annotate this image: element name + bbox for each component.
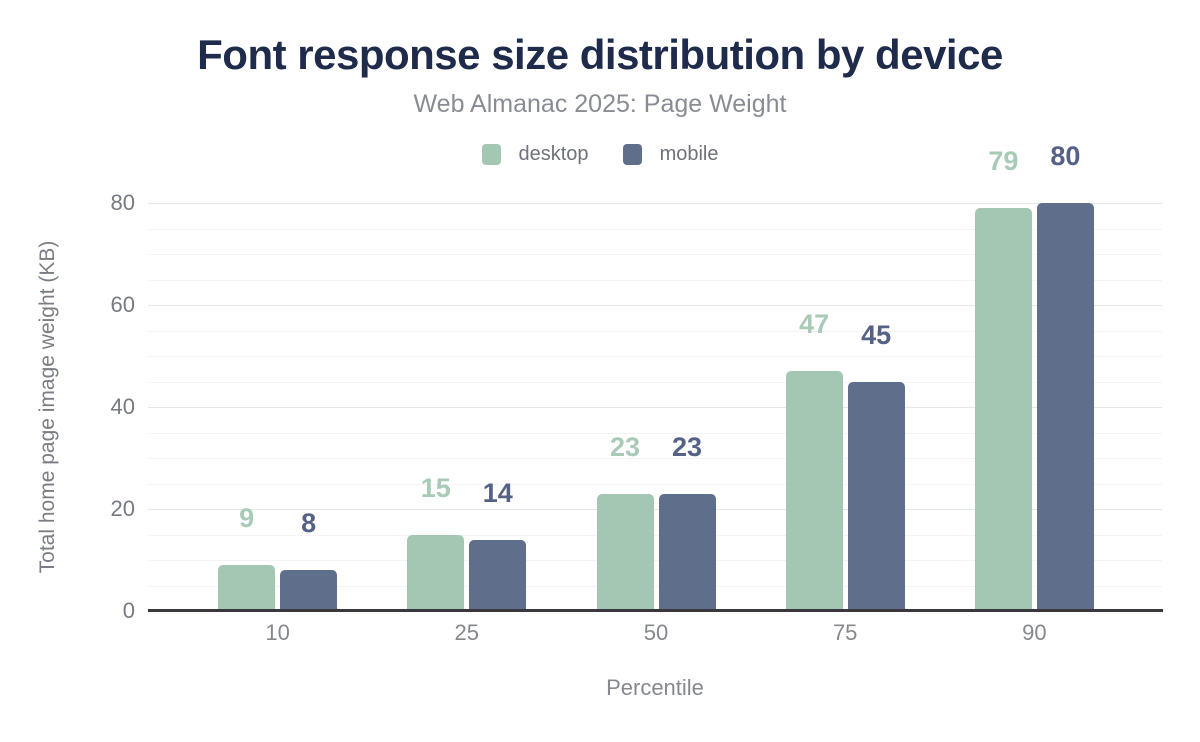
- gridline-minor-5: [148, 585, 1162, 587]
- bar-desktop-p75[interactable]: [785, 371, 843, 611]
- legend-label-desktop: desktop: [518, 142, 589, 165]
- y-tick-0: 0: [122, 598, 135, 623]
- x-tick-50: 50: [643, 620, 669, 645]
- bar-mobile-p25[interactable]: [469, 539, 527, 611]
- gridline-minor-30: [148, 458, 1162, 459]
- bar-desktop-p10[interactable]: [218, 565, 276, 611]
- gridline-major-80: [148, 203, 1162, 204]
- legend-label-mobile: mobile: [659, 142, 719, 165]
- gridline-major-40: [148, 407, 1162, 408]
- bar-label-desktop-p75: 47: [799, 309, 830, 340]
- bar-label-mobile-p25: 14: [482, 477, 513, 508]
- gridline-minor-65: [148, 279, 1162, 281]
- gridline-minor-75: [148, 228, 1162, 230]
- gridline-minor-45: [148, 381, 1162, 383]
- y-tick-80: 80: [110, 190, 135, 215]
- bar-desktop-p90[interactable]: [974, 208, 1032, 611]
- x-tick-90: 90: [1022, 620, 1047, 645]
- bar-mobile-p75[interactable]: [847, 381, 905, 611]
- chart-title: Font response size distribution by devic…: [197, 31, 1003, 78]
- y-tick-60: 60: [110, 292, 135, 317]
- legend-item-desktop[interactable]: desktop: [481, 142, 589, 166]
- gridline-minor-35: [148, 432, 1162, 434]
- bar-label-desktop-p50: 23: [609, 431, 641, 462]
- gridline-minor-10: [148, 560, 1162, 561]
- bar-mobile-p50[interactable]: [658, 493, 716, 611]
- bar-label-mobile-p10: 8: [301, 508, 317, 539]
- chart-subtitle: Web Almanac 2025: Page Weight: [413, 90, 787, 118]
- legend: desktop mobile: [0, 140, 1200, 168]
- gridline-minor-55: [148, 330, 1162, 332]
- gridline-minor-50: [148, 356, 1162, 357]
- y-tick-20: 20: [110, 496, 135, 521]
- bar-label-desktop-p90: 79: [988, 146, 1019, 177]
- x-axis-title: Percentile: [606, 675, 704, 700]
- bar-label-mobile-p90: 80: [1050, 141, 1081, 171]
- y-axis-title: Total home page image weight (KB): [36, 240, 59, 574]
- bar-desktop-p50[interactable]: [596, 493, 654, 611]
- x-axis-line: [148, 609, 1163, 612]
- legend-swatch-mobile-icon: [622, 143, 642, 165]
- bar-label-mobile-p75: 45: [861, 319, 892, 350]
- legend-swatch-desktop-icon: [481, 143, 501, 165]
- x-tick-25: 25: [454, 620, 480, 645]
- y-tick-40: 40: [110, 394, 135, 419]
- gridline-major-20: [148, 509, 1162, 510]
- bar-label-desktop-p25: 15: [420, 472, 451, 503]
- legend-item-mobile[interactable]: mobile: [622, 142, 719, 166]
- gridline-minor-15: [148, 534, 1162, 536]
- bar-label-desktop-p10: 9: [239, 503, 255, 534]
- bar-desktop-p25[interactable]: [407, 534, 465, 611]
- bar-label-mobile-p50: 23: [671, 431, 703, 462]
- gridline-major-60: [148, 305, 1162, 306]
- gridline-minor-25: [148, 483, 1162, 485]
- bar-mobile-p90[interactable]: [1036, 203, 1094, 611]
- bar-mobile-p10[interactable]: [280, 570, 338, 611]
- x-tick-75: 75: [832, 620, 858, 645]
- gridline-minor-70: [148, 254, 1162, 255]
- x-tick-10: 10: [265, 620, 290, 645]
